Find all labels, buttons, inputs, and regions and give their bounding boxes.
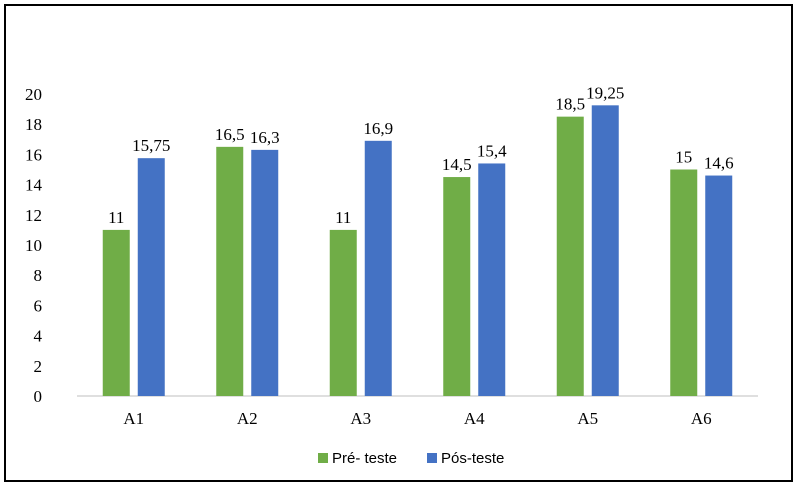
data-label: 14,5 <box>442 155 472 174</box>
category-label: A6 <box>691 409 712 428</box>
y-tick-label: 8 <box>34 266 43 285</box>
bar <box>364 140 392 396</box>
data-label: 14,6 <box>704 154 734 173</box>
legend-swatch <box>427 453 437 463</box>
bar <box>556 116 584 397</box>
category-label: A5 <box>577 409 598 428</box>
category-label: A4 <box>464 409 485 428</box>
bar <box>478 163 506 396</box>
data-label: 16,9 <box>363 119 393 138</box>
y-tick-label: 2 <box>34 357 43 376</box>
y-tick-label: 4 <box>34 327 43 346</box>
y-tick-label: 6 <box>34 296 43 315</box>
data-label: 11 <box>108 208 124 227</box>
bar <box>216 146 244 396</box>
legend-label: Pré- teste <box>332 450 397 467</box>
data-label: 15,4 <box>477 141 507 160</box>
bar <box>329 229 357 396</box>
category-label: A3 <box>350 409 371 428</box>
y-tick-label: 14 <box>25 176 43 195</box>
bar <box>591 105 619 396</box>
y-tick-label: 12 <box>25 206 42 225</box>
data-label: 18,5 <box>555 95 585 114</box>
legend-swatch <box>318 453 328 463</box>
y-tick-label: 20 <box>25 85 42 104</box>
chart-frame <box>4 4 793 482</box>
category-label: A2 <box>237 409 258 428</box>
data-label: 15,75 <box>132 136 170 155</box>
bar <box>251 149 279 396</box>
bar <box>137 158 165 396</box>
data-label: 11 <box>335 208 351 227</box>
category-label: A1 <box>123 409 144 428</box>
bar <box>443 177 471 396</box>
bar <box>670 169 698 396</box>
bar <box>102 229 130 396</box>
bar <box>705 175 733 396</box>
y-tick-label: 0 <box>34 387 43 406</box>
y-tick-label: 16 <box>25 145 42 164</box>
y-tick-label: 18 <box>25 115 42 134</box>
y-tick-label: 10 <box>25 236 42 255</box>
data-label: 19,25 <box>586 83 624 102</box>
legend-label: Pós-teste <box>441 450 504 467</box>
data-label: 16,5 <box>215 125 245 144</box>
data-label: 16,3 <box>250 128 280 147</box>
data-label: 15 <box>675 148 692 167</box>
